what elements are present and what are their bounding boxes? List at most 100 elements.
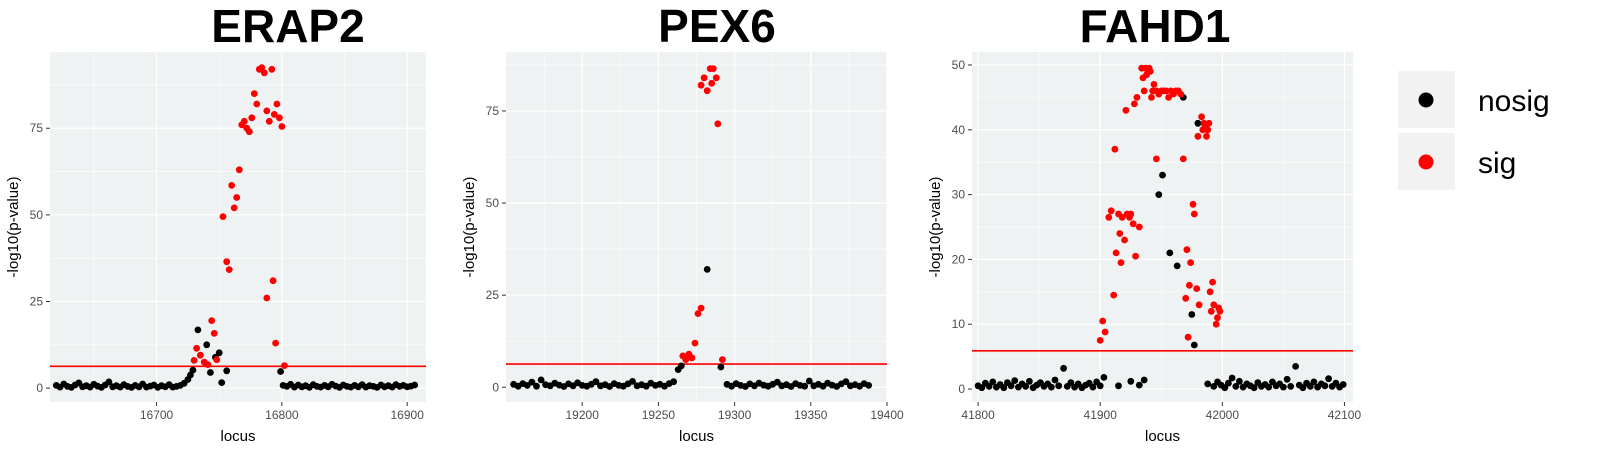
point-sig (1210, 301, 1218, 309)
point-nosig (1299, 384, 1307, 392)
point-sig (225, 266, 233, 273)
point-nosig (533, 382, 540, 390)
point-nosig (1283, 375, 1291, 383)
point-sig (1190, 210, 1198, 218)
point-sig (1205, 119, 1213, 127)
point-sig (688, 354, 696, 362)
point-nosig (1155, 191, 1163, 199)
point-nosig (1339, 381, 1347, 388)
point-sig (1096, 337, 1104, 344)
y-axis-title: -log10(p-value) (461, 177, 478, 278)
x-tick-label: 41900 (1084, 408, 1118, 422)
point-sig (1186, 281, 1193, 289)
point-sig (1116, 230, 1124, 237)
point-nosig (1067, 379, 1075, 386)
x-axis-ticks: 16700 16800 16900 (140, 402, 424, 422)
point-sig (1189, 200, 1197, 208)
point-nosig (1265, 383, 1273, 391)
point-nosig (989, 378, 997, 386)
y-tick-label: 0 (958, 382, 965, 396)
point-sig (697, 304, 705, 312)
point-sig (1107, 207, 1115, 215)
panel-fahd1: FAHD1 41800 41900 42000 42100 0 10 20 30 40 50 l… (927, 0, 1361, 445)
x-axis-title: locus (679, 428, 714, 445)
point-nosig (677, 362, 685, 370)
legend-label-nosig: nosig (1478, 85, 1550, 118)
point-nosig (773, 378, 781, 386)
y-axis-title: -log10(p-value) (5, 177, 22, 278)
point-sig (235, 166, 243, 174)
point-sig (270, 111, 278, 118)
point-nosig (223, 367, 231, 375)
point-sig (204, 361, 212, 368)
point-sig (197, 351, 204, 359)
point-nosig (1236, 377, 1243, 385)
point-sig (263, 294, 271, 302)
y-axis-ticks: 0 10 20 30 40 50 (952, 58, 972, 396)
panel-erap2: ERAP2 16700 16800 16900 0 25 50 75 locus -log… (5, 0, 426, 445)
y-tick-label: 30 (952, 188, 966, 202)
x-tick-label: 42000 (1206, 408, 1240, 422)
point-sig (1216, 307, 1224, 315)
point-sig (682, 356, 690, 363)
point-nosig (1115, 382, 1122, 390)
point-sig (1183, 246, 1191, 254)
point-nosig (1007, 382, 1015, 390)
point-sig (1133, 94, 1141, 101)
point-nosig (1232, 383, 1240, 390)
y-tick-label: 25 (486, 288, 500, 302)
point-sig (1206, 288, 1214, 296)
point-nosig (277, 368, 284, 375)
y-tick-label: 0 (492, 380, 499, 394)
point-sig (1132, 252, 1139, 260)
point-nosig (1250, 384, 1258, 392)
point-sig (263, 107, 271, 115)
point-sig (1179, 155, 1187, 163)
point-sig (691, 339, 699, 347)
point-nosig (1096, 382, 1104, 390)
y-tick-label: 50 (30, 208, 44, 222)
point-sig (1204, 126, 1212, 134)
y-tick-label: 0 (36, 381, 43, 395)
point-nosig (1011, 377, 1019, 384)
point-sig (1153, 155, 1160, 163)
y-tick-label: 75 (486, 104, 500, 118)
y-axis-ticks: 0 25 50 75 (30, 121, 50, 395)
point-sig (1203, 132, 1210, 140)
panel-title: FAHD1 (1080, 0, 1231, 52)
x-tick-label: 16900 (391, 408, 425, 422)
point-sig (260, 69, 268, 77)
point-nosig (207, 369, 214, 376)
point-sig (712, 74, 720, 82)
point-sig (1112, 249, 1120, 257)
point-sig (1118, 213, 1126, 221)
x-tick-label: 19350 (794, 408, 828, 422)
point-sig (1135, 223, 1143, 231)
legend-marker-nosig (1418, 92, 1434, 108)
point-sig (273, 100, 281, 108)
x-axis-title: locus (1145, 428, 1180, 445)
point-nosig (805, 377, 813, 385)
point-nosig (1051, 376, 1059, 384)
point-sig (1121, 236, 1128, 244)
point-sig (1127, 210, 1135, 218)
point-nosig (1135, 381, 1143, 389)
point-sig (1177, 90, 1185, 98)
x-axis-ticks: 19200 19250 19300 19350 19400 (566, 402, 904, 422)
point-sig (240, 117, 248, 125)
point-nosig (985, 383, 993, 390)
legend-marker-sig (1418, 154, 1434, 170)
point-sig (208, 317, 216, 324)
point-nosig (1287, 383, 1295, 390)
point-nosig (1228, 374, 1236, 382)
panel-title: PEX6 (658, 0, 776, 52)
x-tick-label: 16700 (140, 408, 174, 422)
point-nosig (1055, 382, 1063, 390)
x-axis-ticks: 41800 41900 42000 42100 (961, 402, 1361, 422)
point-sig (1207, 307, 1215, 315)
point-sig (1101, 328, 1109, 336)
y-tick-label: 75 (30, 121, 44, 135)
point-sig (258, 64, 266, 71)
point-nosig (1026, 377, 1033, 385)
point-nosig (1188, 311, 1196, 318)
